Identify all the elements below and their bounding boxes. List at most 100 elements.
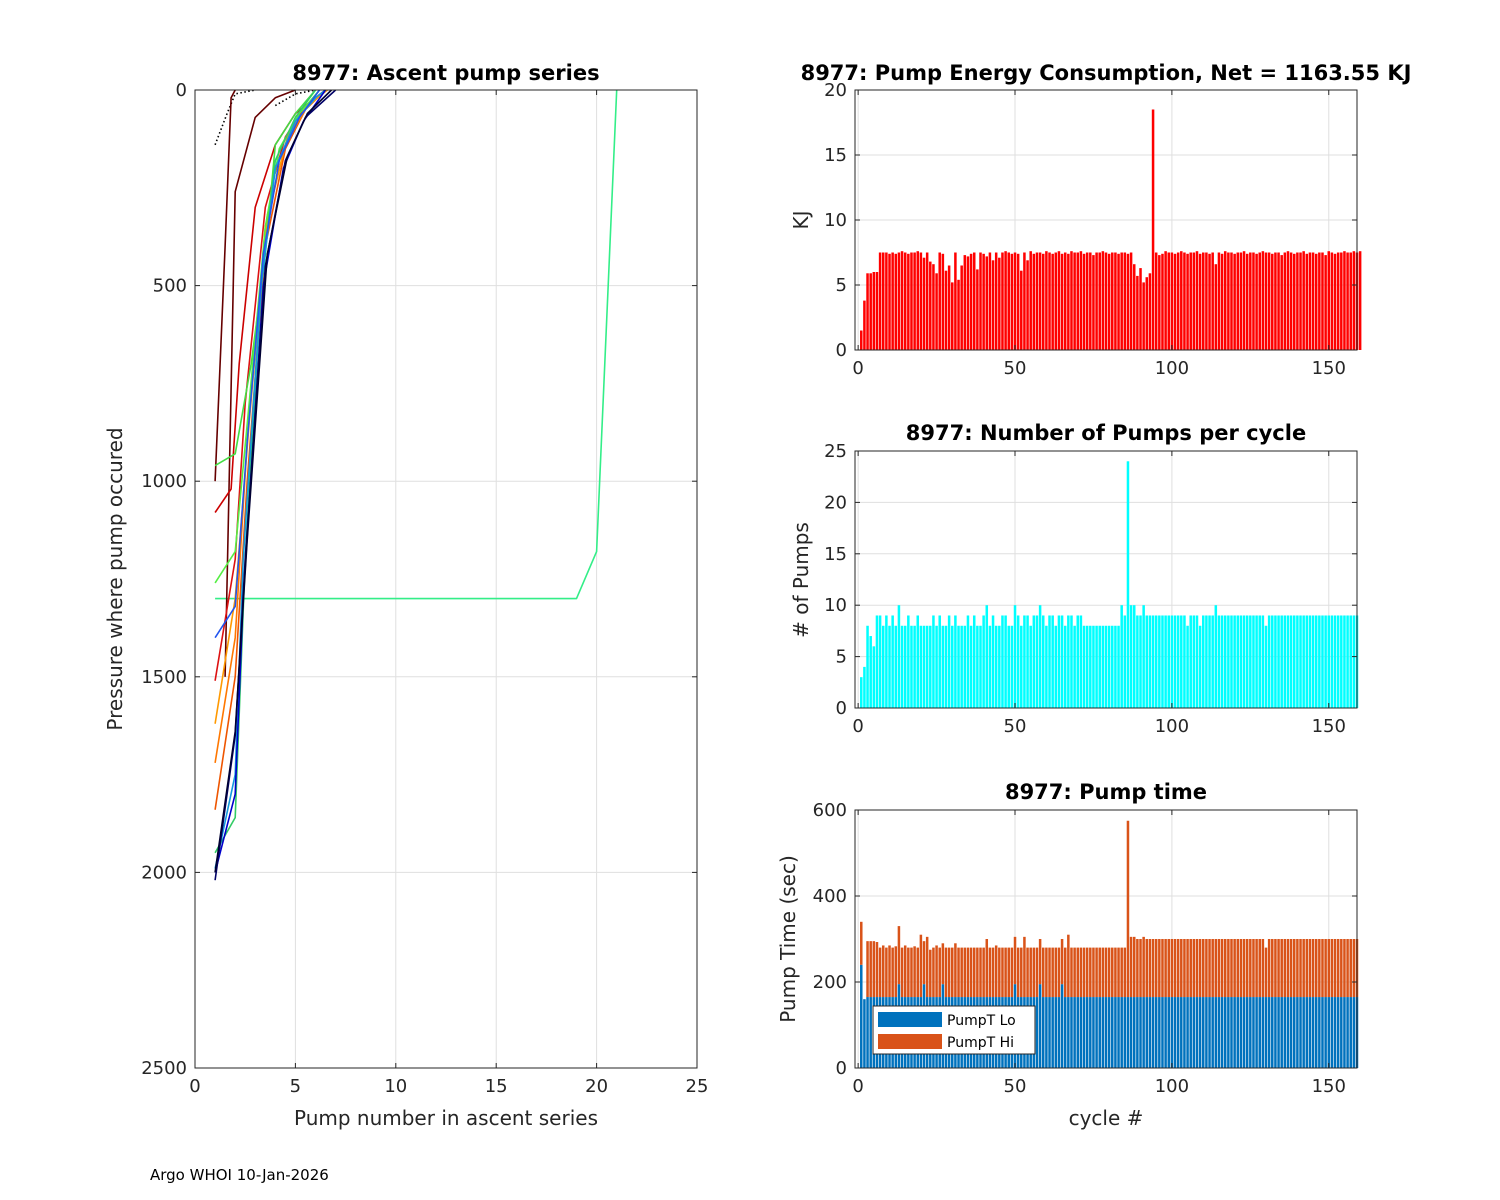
bar (1082, 947, 1086, 998)
y-tick-label: 2500 (141, 1058, 187, 1079)
bar (1139, 939, 1142, 998)
bar (1048, 615, 1051, 708)
bar (1286, 997, 1290, 1068)
bar (972, 252, 976, 350)
bar (1070, 947, 1073, 998)
bar (1123, 997, 1127, 1068)
bar (1311, 997, 1315, 1068)
bar (938, 615, 941, 708)
bar (1202, 252, 1205, 350)
bar (1111, 997, 1114, 1068)
bar (1352, 251, 1356, 350)
bar (963, 625, 967, 708)
bar (1227, 252, 1230, 350)
bar (1016, 615, 1020, 708)
bar (1223, 997, 1227, 1068)
bar (872, 941, 876, 998)
bar (1114, 947, 1117, 998)
bar (1073, 947, 1076, 998)
bar (1142, 997, 1145, 1068)
bar (1104, 947, 1108, 998)
bar (900, 625, 904, 708)
bar (932, 615, 935, 708)
bar (1274, 939, 1277, 998)
bar (903, 252, 907, 350)
bar (1013, 936, 1017, 985)
bar (988, 625, 992, 708)
bar (1132, 605, 1136, 708)
bar (1343, 615, 1346, 708)
bar (1126, 997, 1130, 1068)
bar (1001, 947, 1004, 998)
bar (925, 625, 929, 708)
bar (1142, 605, 1145, 708)
bar (972, 947, 976, 998)
bar (1079, 615, 1083, 708)
y-tick-label: 15 (824, 544, 847, 565)
bar (1063, 252, 1067, 350)
bar (1299, 939, 1302, 998)
bar (1164, 251, 1167, 350)
y-tick-label: 20 (824, 80, 847, 101)
bar (1173, 997, 1177, 1068)
bar (1349, 615, 1352, 708)
bar (885, 615, 888, 708)
bar (1035, 252, 1039, 350)
bar (1013, 252, 1017, 350)
bar (1051, 615, 1054, 708)
bar (1333, 997, 1337, 1068)
bar (1038, 605, 1042, 708)
bar (1305, 939, 1309, 998)
bar (1233, 615, 1236, 708)
bar (1267, 997, 1271, 1068)
bar (1020, 270, 1023, 350)
bar (1035, 947, 1039, 998)
bar (1060, 615, 1064, 708)
legend-label-hi: PumpT Hi (947, 1035, 1014, 1051)
bar (1180, 939, 1183, 998)
bar (1233, 997, 1236, 1068)
bar (1010, 253, 1014, 350)
bar (1214, 605, 1218, 708)
bar (1321, 615, 1324, 708)
bar (903, 945, 907, 998)
bar (1271, 615, 1274, 708)
bar (951, 947, 954, 998)
bar (932, 947, 935, 998)
bar (1176, 615, 1180, 708)
y-tick-label: 1000 (141, 471, 187, 492)
bar (1280, 615, 1283, 708)
bar (1302, 997, 1305, 1068)
bar (1158, 255, 1161, 350)
pumps-y-axis-label: # of Pumps (789, 522, 813, 638)
bar (1004, 251, 1007, 350)
bar (1073, 997, 1076, 1068)
bar (1198, 939, 1202, 998)
bar (1007, 947, 1010, 998)
y-tick-label: 0 (836, 340, 847, 361)
bar (1349, 252, 1352, 350)
bar (1223, 251, 1227, 350)
bar (1076, 615, 1080, 708)
bar (1318, 615, 1321, 708)
pumptime-y-axis-label: Pump Time (sec) (776, 855, 800, 1023)
series-line (214, 89, 333, 873)
series-line (274, 89, 316, 107)
y-tick-label: 5 (836, 647, 847, 668)
bar (1352, 615, 1356, 708)
bar (1255, 939, 1258, 998)
bar (1198, 625, 1202, 708)
bar (1277, 939, 1280, 998)
bar (1095, 625, 1098, 708)
bar (1289, 615, 1293, 708)
ascent-chart-title: 8977: Ascent pump series (292, 61, 599, 85)
bar (922, 257, 926, 350)
bar (1123, 947, 1127, 998)
bar (1280, 255, 1283, 350)
x-tick-label: 150 (1312, 1076, 1346, 1097)
bar (1041, 253, 1045, 350)
bar (1145, 277, 1149, 350)
bar (1264, 252, 1268, 350)
legend-swatch-hi (878, 1034, 942, 1049)
bar (1336, 939, 1340, 998)
